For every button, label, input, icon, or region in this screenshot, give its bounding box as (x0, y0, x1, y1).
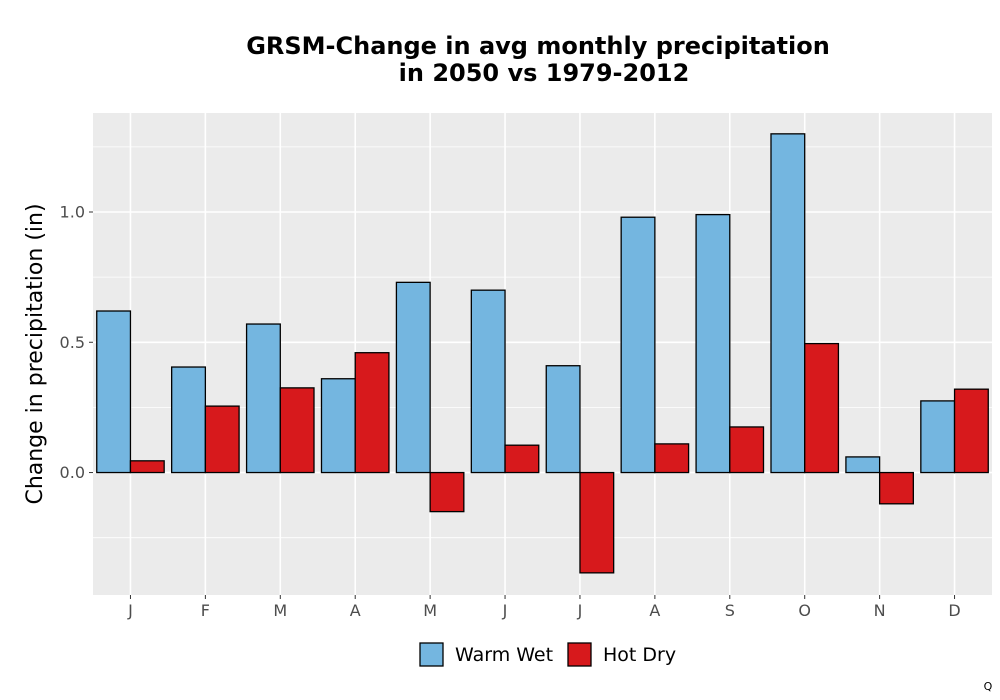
x-tick-label: D (948, 601, 960, 620)
bar-hot-dry (579, 471, 615, 574)
bar-warm-wet (620, 216, 656, 474)
bar-warm-wet (770, 133, 806, 474)
bar-hot-dry (129, 460, 165, 474)
x-tick-label: J (577, 601, 583, 620)
y-axis-title: Change in precipitation (in) (23, 203, 48, 504)
bar-warm-wet (320, 378, 356, 474)
x-tick-label: J (127, 601, 133, 620)
chart-title-line-1: GRSM-Change in avg monthly precipitation (246, 32, 830, 60)
legend-label-warm-wet: Warm Wet (455, 644, 553, 666)
bar-warm-wet (395, 281, 431, 474)
x-tick-label: A (350, 601, 361, 620)
legend-swatch-warm-wet (419, 642, 444, 667)
plot-panel (93, 113, 992, 595)
y-tick-label: 0.0 (60, 463, 85, 482)
chart-title-line-2: in 2050 vs 1979-2012 (399, 59, 690, 87)
bar-hot-dry (204, 405, 240, 474)
corner-label: Q (984, 680, 993, 693)
bar-hot-dry (279, 387, 315, 474)
bar-warm-wet (695, 213, 731, 474)
bar-hot-dry (878, 471, 914, 505)
bar-warm-wet (545, 365, 581, 474)
legend-swatch-hot-dry (567, 642, 592, 667)
bar-hot-dry (429, 471, 465, 513)
bar-hot-dry (504, 444, 540, 474)
x-tick-label: J (502, 601, 508, 620)
bar-hot-dry (654, 443, 690, 474)
y-tick-label: 0.5 (60, 333, 85, 352)
bar-hot-dry (953, 388, 989, 474)
x-tick-label: M (273, 601, 287, 620)
bar-warm-wet (245, 323, 281, 474)
bar-hot-dry (729, 426, 765, 474)
bar-warm-wet (845, 456, 881, 474)
bar-hot-dry (354, 352, 390, 474)
bar-warm-wet (171, 366, 207, 474)
x-tick-label: A (649, 601, 660, 620)
x-tick-label: O (798, 601, 811, 620)
bar-hot-dry (804, 342, 840, 474)
y-tick-label: 1.0 (60, 203, 85, 222)
x-tick-label: M (423, 601, 437, 620)
x-tick-label: S (725, 601, 735, 620)
bar-warm-wet (470, 289, 506, 474)
bar-warm-wet (920, 400, 956, 474)
x-tick-label: N (874, 601, 886, 620)
bar-warm-wet (96, 310, 132, 474)
legend-label-hot-dry: Hot Dry (603, 644, 676, 666)
x-tick-label: F (201, 601, 210, 620)
